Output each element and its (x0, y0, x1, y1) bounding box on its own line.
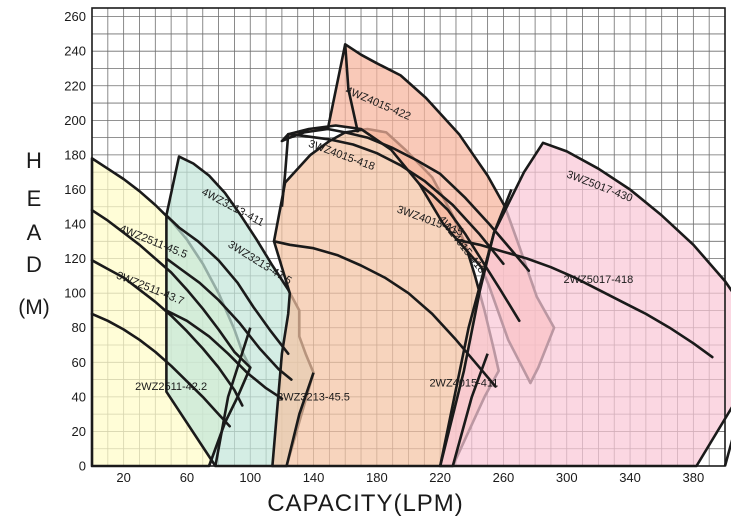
y-tick-label: 100 (64, 286, 86, 301)
curve-label: 2WZ2511-42.2 (135, 381, 207, 393)
curve-4wz2511-45.5 (90, 208, 252, 369)
y-tick-label: 240 (64, 44, 86, 59)
curve-3wz3213-47.5 (165, 257, 293, 381)
x-axis-title: CAPACITY(LPM) (267, 490, 464, 517)
y-tick-label: 260 (64, 9, 86, 24)
y-tick-label: 200 (64, 113, 86, 128)
boundary-line (207, 366, 252, 467)
curve-2wz3213-45.5 (165, 309, 284, 400)
y-axis-letter-h: H (26, 148, 42, 173)
y-axis-letter-a: A (26, 220, 42, 245)
y-tick-label: 20 (72, 424, 86, 439)
x-tick-label: 260 (493, 470, 515, 485)
x-tick-label: 220 (429, 470, 451, 485)
y-tick-label: 220 (64, 78, 86, 93)
curve-4wz3213-411 (165, 214, 290, 356)
boundary-line (451, 353, 489, 467)
x-tick-label: 180 (366, 470, 388, 485)
x-tick-label: 380 (682, 470, 704, 485)
y-axis-unit: (M) (18, 296, 50, 319)
curve-2wz5017-418 (454, 238, 714, 359)
y-tick-label: 140 (64, 217, 86, 232)
performance-curves (90, 127, 714, 428)
curve-2wz2511-42.2 (90, 312, 231, 428)
pump-regions (90, 42, 731, 468)
x-tick-label: 300 (556, 470, 578, 485)
x-tick-label: 20 (116, 470, 130, 485)
x-tick-label: 340 (619, 470, 641, 485)
curve-label: 2WZ5017-418 (564, 274, 634, 286)
boundary-line (214, 327, 252, 467)
boundary-line (343, 44, 360, 133)
curve-3wz2511-43.7 (90, 258, 244, 407)
plot-frame (91, 7, 726, 467)
curve-3wz4015-418 (286, 132, 505, 266)
region-boundaries (207, 44, 731, 467)
chart-axes: 20 60 100 140 180 220 260 300 340 380 0 20 40 60 80 100… (64, 7, 726, 485)
x-tick-label: 140 (303, 470, 325, 485)
y-tick-label: 120 (64, 251, 86, 266)
curve-4wz4015-422 (326, 127, 531, 273)
boundary-line (285, 372, 315, 467)
curve-label: 2WZ3213-45.5 (277, 391, 350, 403)
x-tick-label: 60 (180, 470, 194, 485)
y-tick-label: 40 (72, 389, 86, 404)
y-tick-label: 160 (64, 182, 86, 197)
y-tick-label: 180 (64, 147, 86, 162)
y-tick-label: 60 (72, 355, 86, 370)
curve-4wz4015-418 (418, 183, 521, 323)
y-axis-letter-e: E (26, 186, 42, 211)
y-tick-label: 80 (72, 320, 86, 335)
curve-label: 2WZ4015-411 (429, 377, 498, 389)
x-tick-label: 100 (239, 470, 261, 485)
boundary-line (280, 134, 290, 207)
y-tick-label: 0 (79, 459, 86, 474)
curve-3wz4015-415 (272, 240, 497, 388)
y-axis-letter-d: D (26, 252, 42, 277)
boundary-line (438, 189, 513, 467)
